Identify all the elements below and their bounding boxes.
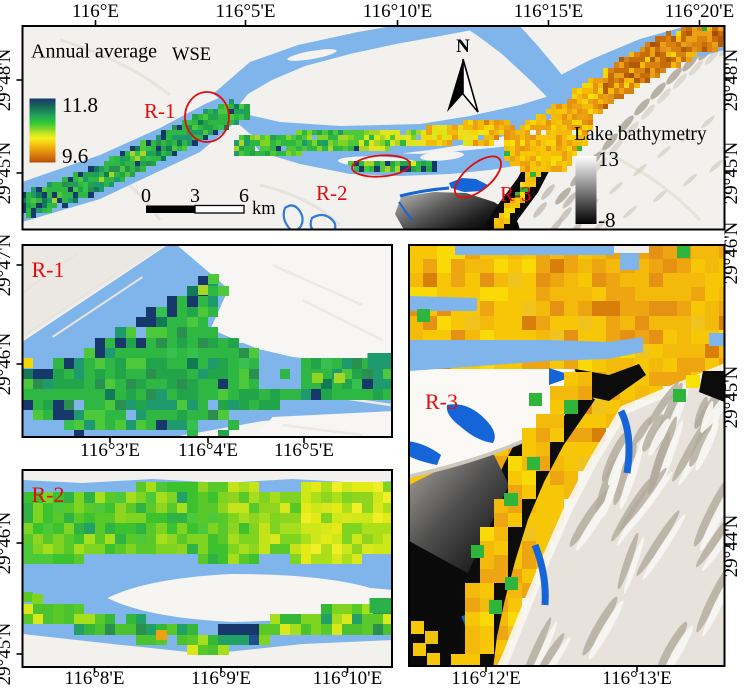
svg-text:9.6: 9.6 xyxy=(62,144,88,168)
svg-text:116°20'E: 116°20'E xyxy=(665,1,734,22)
svg-text:29°45'N: 29°45'N xyxy=(0,622,15,685)
svg-text:N: N xyxy=(456,36,470,57)
svg-text:29°45'N: 29°45'N xyxy=(0,141,15,204)
svg-text:116°4'E: 116°4'E xyxy=(178,440,238,461)
svg-text:29°46'N: 29°46'N xyxy=(0,511,15,574)
svg-text:29°47'N: 29°47'N xyxy=(0,233,15,296)
svg-text:3: 3 xyxy=(190,185,200,207)
svg-text:29°45'N: 29°45'N xyxy=(721,141,742,204)
svg-text:R-2: R-2 xyxy=(32,482,65,507)
svg-text:116°10'E: 116°10'E xyxy=(363,1,432,22)
svg-text:29°48'N: 29°48'N xyxy=(0,48,15,111)
svg-text:Lake bathymetry: Lake bathymetry xyxy=(574,124,707,145)
svg-text:6: 6 xyxy=(239,185,249,207)
svg-text:116°13'E: 116°13'E xyxy=(602,668,671,689)
svg-text:29°44'N: 29°44'N xyxy=(721,514,742,577)
svg-text:11.8: 11.8 xyxy=(62,93,98,117)
svg-text:29°46'N: 29°46'N xyxy=(0,332,15,395)
svg-text:13: 13 xyxy=(598,147,619,171)
svg-text:WSE: WSE xyxy=(172,45,211,65)
svg-text:116°5'E: 116°5'E xyxy=(274,440,334,461)
svg-text:Annual average: Annual average xyxy=(31,41,157,63)
svg-text:29°45'N: 29°45'N xyxy=(721,365,742,428)
svg-text:116°15'E: 116°15'E xyxy=(514,1,583,22)
svg-text:R-2: R-2 xyxy=(316,181,348,205)
svg-text:29°48'N: 29°48'N xyxy=(721,48,742,111)
svg-text:R-3: R-3 xyxy=(500,182,532,206)
svg-text:km: km xyxy=(252,199,276,219)
svg-text:0: 0 xyxy=(141,185,151,207)
svg-text:116°5'E: 116°5'E xyxy=(216,1,276,22)
svg-text:116°8'E: 116°8'E xyxy=(65,668,125,689)
svg-text:R-1: R-1 xyxy=(32,257,65,282)
svg-text:-8: -8 xyxy=(598,208,616,232)
svg-text:29°46'N: 29°46'N xyxy=(721,221,742,284)
svg-text:116°12'E: 116°12'E xyxy=(451,668,520,689)
svg-text:116°3'E: 116°3'E xyxy=(80,440,140,461)
svg-text:R-1: R-1 xyxy=(144,99,176,123)
svg-text:116°9'E: 116°9'E xyxy=(191,668,251,689)
svg-text:116°10'E: 116°10'E xyxy=(313,668,382,689)
svg-text:116°E: 116°E xyxy=(72,1,119,22)
svg-text:R-3: R-3 xyxy=(425,389,458,414)
